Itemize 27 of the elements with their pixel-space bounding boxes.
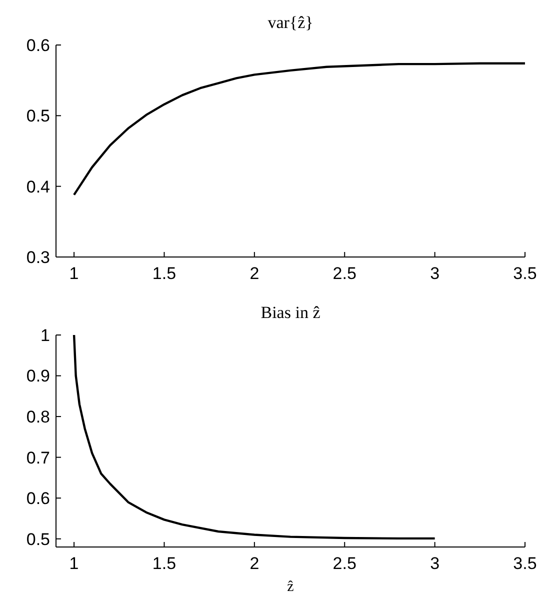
y-tick-label: 0.5 <box>26 106 50 126</box>
y-tick-label: 0.9 <box>26 366 50 386</box>
y-tick-label: 0.5 <box>26 530 50 549</box>
x-tick-label: 1 <box>69 554 79 573</box>
x-tick-label: 3.5 <box>513 554 537 573</box>
x-tick-label: 2.5 <box>332 264 356 283</box>
line-series <box>72 334 436 540</box>
line-series <box>72 62 526 196</box>
chart-title: Bias in ẑ <box>260 303 321 322</box>
y-tick-label: 0.8 <box>26 407 50 426</box>
x-tick-label: 2 <box>250 264 260 283</box>
x-tick-label: 1.5 <box>152 264 176 283</box>
y-tick-label: 0.6 <box>26 36 50 55</box>
y-tick-label: 0.6 <box>26 489 50 508</box>
x-tick-label: 3 <box>430 264 440 283</box>
x-axis-title: ẑ <box>287 579 294 595</box>
x-tick-label: 1 <box>69 264 79 283</box>
y-tick-label: 0.3 <box>26 248 50 267</box>
x-tick-label: 3.5 <box>513 264 537 283</box>
y-tick-label: 0.4 <box>26 177 50 196</box>
y-tick-label: 0.7 <box>26 448 50 468</box>
x-tick-label: 2 <box>250 554 260 573</box>
x-tick-label: 1.5 <box>152 554 176 573</box>
chart-title: var{ẑ} <box>268 13 314 32</box>
x-tick-label: 2.5 <box>332 554 356 573</box>
y-tick-label: 1 <box>40 326 50 345</box>
x-tick-label: 3 <box>430 554 440 573</box>
